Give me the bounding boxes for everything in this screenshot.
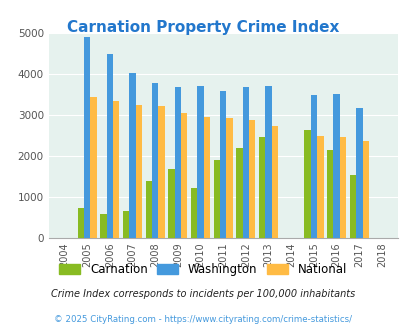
Bar [113,101,119,238]
Bar [226,118,232,238]
Bar [191,188,197,238]
Bar [339,137,345,238]
Legend: Carnation, Washington, National: Carnation, Washington, National [54,258,351,281]
Text: © 2025 CityRating.com - https://www.cityrating.com/crime-statistics/: © 2025 CityRating.com - https://www.city… [54,315,351,324]
Bar [107,54,113,238]
Bar [258,137,265,238]
Bar [236,148,242,238]
Bar [168,169,174,238]
Bar [129,73,135,238]
Bar [242,87,249,238]
Bar [304,130,310,238]
Bar [84,37,90,238]
Bar [77,208,84,238]
Text: Carnation Property Crime Index: Carnation Property Crime Index [67,20,338,35]
Bar [271,126,277,238]
Bar [145,181,152,238]
Bar [197,86,203,238]
Bar [362,141,368,238]
Bar [265,86,271,238]
Bar [333,94,339,238]
Bar [316,136,323,238]
Bar [174,87,181,238]
Bar [152,83,158,238]
Bar [326,150,333,238]
Bar [213,160,220,238]
Bar [181,113,187,238]
Bar [249,120,255,238]
Bar [100,214,107,238]
Bar [349,175,355,238]
Bar [158,106,164,238]
Bar [135,105,142,238]
Bar [220,91,226,238]
Bar [203,117,210,238]
Bar [310,95,316,238]
Bar [355,108,362,238]
Bar [123,212,129,238]
Bar [90,97,96,238]
Text: Crime Index corresponds to incidents per 100,000 inhabitants: Crime Index corresponds to incidents per… [51,289,354,299]
